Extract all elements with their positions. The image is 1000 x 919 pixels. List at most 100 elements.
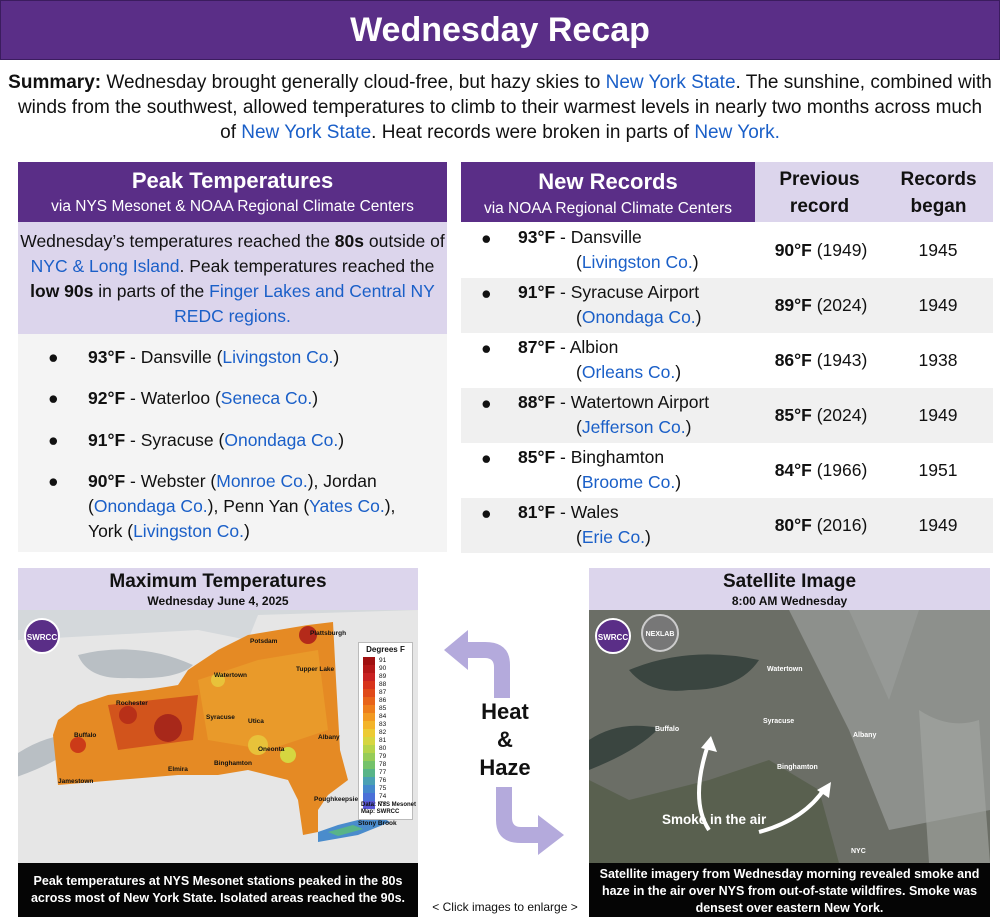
- click-to-enlarge-hint: < Click images to enlarge >: [432, 900, 578, 914]
- legend-swatch: [363, 681, 375, 689]
- records-began: 1938: [918, 350, 958, 370]
- paren: ): [333, 347, 340, 367]
- record-temp: 88°F: [518, 392, 556, 412]
- county-link[interactable]: Onondaga Co.: [93, 496, 208, 516]
- max-temp-title: Maximum Temperatures: [109, 571, 327, 592]
- paren: ): [675, 362, 682, 382]
- county-link[interactable]: Orleans Co.: [581, 362, 676, 382]
- county-link[interactable]: Monroe Co.: [216, 471, 308, 491]
- summary-link-nys-1[interactable]: New York State: [605, 72, 736, 93]
- bullet: ●: [48, 471, 59, 491]
- arrow-up-left-icon: [444, 630, 510, 698]
- paren: (: [576, 362, 582, 382]
- city-label: Albany: [318, 734, 340, 741]
- legend-label: 86: [379, 697, 387, 704]
- heat-word: Heat: [481, 699, 529, 724]
- paren: ): [692, 252, 699, 272]
- county-link[interactable]: Livingston Co.: [133, 521, 244, 541]
- haze-word: Haze: [479, 755, 531, 780]
- county-link[interactable]: Onondaga Co.: [224, 430, 339, 450]
- legend-swatch: [363, 777, 375, 785]
- paren: ): [675, 472, 682, 492]
- intro-text-a: Wednesday’s temperatures reached the: [20, 231, 335, 251]
- legend-swatch: [363, 745, 375, 753]
- record-location: 87°F - Albion: [518, 337, 618, 358]
- city-label: Buffalo: [74, 732, 97, 739]
- legend-swatch: [363, 657, 375, 665]
- new-records-title: New Records: [538, 169, 678, 194]
- bullet: ●: [481, 503, 492, 523]
- bullet: ●: [481, 393, 492, 413]
- legend-label: 79: [379, 753, 387, 760]
- previous-temp: 84°F: [774, 460, 812, 480]
- summary-text-3: . Heat records were broken in parts of: [371, 122, 695, 143]
- legend-label: 87: [379, 689, 387, 696]
- legend-label: 81: [379, 737, 387, 744]
- satellite-image[interactable]: SWRCC NEXLAB Watertown Buffalo Syracuse …: [589, 610, 990, 863]
- city-label: Albany: [853, 732, 877, 739]
- county-link[interactable]: Yates Co.: [309, 496, 385, 516]
- previous-temp: 86°F: [774, 350, 812, 370]
- satellite-caption: Satellite imagery from Wednesday morning…: [589, 863, 990, 917]
- page-header: Wednesday Recap: [0, 0, 1000, 60]
- legend-swatch: [363, 665, 375, 673]
- peak-place: - Dansville (: [125, 347, 223, 367]
- max-temp-subtitle: Wednesday June 4, 2025: [147, 594, 289, 608]
- records-began: 1945: [918, 240, 958, 260]
- previous-temp: 80°F: [774, 515, 812, 535]
- city-label: NYC: [851, 848, 866, 855]
- previous-year: (2024): [811, 295, 868, 315]
- ampersand: &: [497, 727, 513, 752]
- county-link[interactable]: Livingston Co.: [222, 347, 334, 367]
- legend-swatch: [363, 697, 375, 705]
- peak-place: ), Penn Yan (: [207, 496, 310, 516]
- map-credit: Data: NYS Mesonet Map: SWRCC: [361, 802, 416, 816]
- city-label: Watertown: [767, 666, 803, 673]
- county-link[interactable]: Onondaga Co.: [581, 307, 696, 327]
- paren: (: [576, 472, 582, 492]
- record-location: 91°F - Syracuse Airport: [518, 282, 699, 303]
- record-county: (Erie Co.): [576, 527, 651, 548]
- summary-text-2: . The sunshine, combined with winds from…: [17, 72, 992, 143]
- legend-swatch: [363, 689, 375, 697]
- intro-link-nyc-li[interactable]: NYC & Long Island: [30, 256, 180, 276]
- legend-label: 77: [379, 769, 387, 776]
- legend-swatch: [363, 801, 375, 809]
- legend-label: 90: [379, 665, 387, 672]
- table-row: ● 85°F - Binghamton (Broome Co.) 84°F (1966…: [461, 443, 993, 498]
- legend-label: 80: [379, 745, 387, 752]
- county-link[interactable]: Seneca Co.: [220, 388, 313, 408]
- previous-year: (1966): [811, 460, 868, 480]
- legend-label: 75: [379, 785, 387, 792]
- city-label: Jamestown: [58, 778, 94, 785]
- record-temp: 87°F: [518, 337, 556, 357]
- county-link[interactable]: Jefferson Co.: [581, 417, 686, 437]
- legend-label: 82: [379, 729, 387, 736]
- legend-swatch: [363, 721, 375, 729]
- city-label: Elmira: [168, 766, 188, 773]
- satellite-graphic: [589, 610, 990, 863]
- legend-label: 89: [379, 673, 387, 680]
- table-row: ● 87°F - Albion (Orleans Co.) 86°F (1943) 19…: [461, 333, 993, 388]
- intro-link-regions[interactable]: Finger Lakes and Central NY REDC regions…: [174, 281, 435, 326]
- arrow-down-right-icon: [496, 787, 564, 855]
- record-location: 85°F - Binghamton: [518, 447, 664, 468]
- county-link[interactable]: Erie Co.: [581, 527, 646, 547]
- summary-text-1: Wednesday brought generally cloud-free, …: [101, 72, 606, 93]
- peak-temps-header: Peak Temperatures via NYS Mesonet & NOAA…: [18, 162, 447, 222]
- previous-temp: 89°F: [774, 295, 812, 315]
- city-label: Binghamton: [777, 764, 818, 771]
- county-link[interactable]: Broome Co.: [581, 472, 676, 492]
- max-temp-map-image[interactable]: SWRCC Plattsburgh Potsdam Watertown Tupp…: [18, 610, 418, 863]
- legend-label: 73: [379, 801, 387, 808]
- paren: ): [243, 521, 250, 541]
- summary-link-ny[interactable]: New York.: [694, 122, 780, 143]
- city-label: Syracuse: [763, 718, 795, 725]
- legend-label: 76: [379, 777, 387, 784]
- new-records-subtitle: via NOAA Regional Climate Centers: [483, 200, 733, 217]
- summary-link-nys-2[interactable]: New York State: [241, 122, 372, 143]
- county-link[interactable]: Livingston Co.: [581, 252, 693, 272]
- record-county: (Jefferson Co.): [576, 417, 691, 438]
- bullet: ●: [481, 283, 492, 303]
- smoke-label: Smoke in the air: [662, 812, 767, 827]
